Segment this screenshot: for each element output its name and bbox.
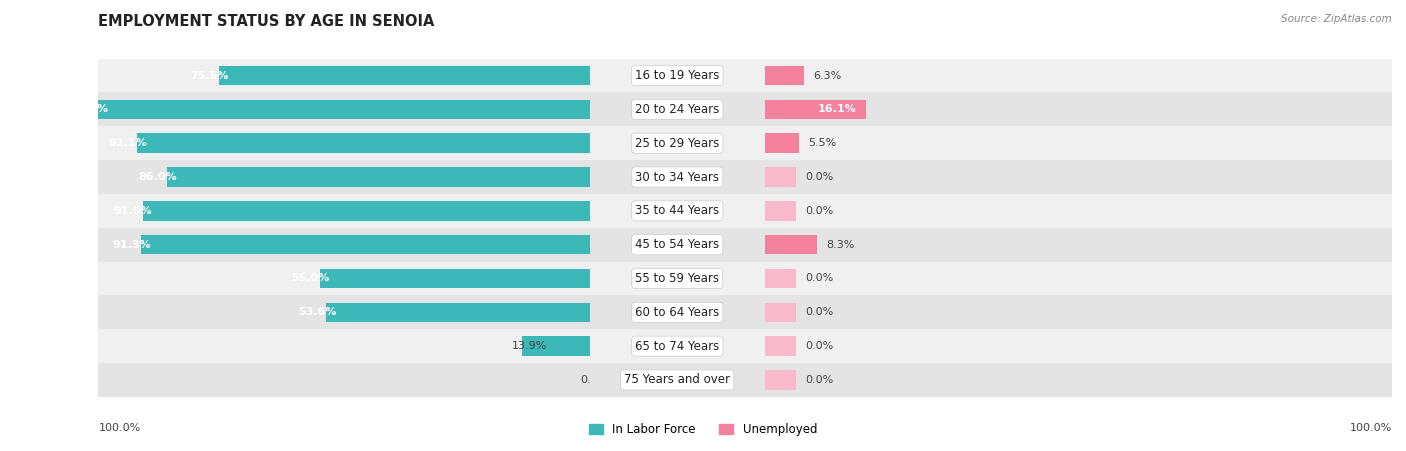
Bar	[591, 59, 765, 92]
Bar	[765, 167, 796, 187]
Text: 16.1%: 16.1%	[817, 104, 856, 115]
Text: 65 to 74 Years: 65 to 74 Years	[636, 340, 720, 353]
Bar	[765, 201, 796, 221]
Bar	[591, 363, 765, 397]
Bar	[98, 100, 591, 119]
Bar	[765, 100, 866, 119]
Bar	[98, 194, 591, 228]
Bar	[98, 160, 591, 194]
Bar	[98, 92, 591, 126]
Bar	[765, 235, 817, 254]
Bar	[591, 295, 765, 329]
Text: 100.0%: 100.0%	[62, 104, 108, 115]
Bar	[167, 167, 591, 187]
Text: 0.0%: 0.0%	[806, 172, 834, 182]
Bar	[591, 92, 765, 126]
Text: 0.0%: 0.0%	[581, 375, 609, 385]
Text: 75 Years and over: 75 Years and over	[624, 373, 730, 387]
Text: 91.0%: 91.0%	[114, 206, 152, 216]
Bar	[765, 363, 1392, 397]
Text: 53.6%: 53.6%	[298, 307, 336, 318]
Text: 100.0%: 100.0%	[98, 423, 141, 433]
Text: 0.0%: 0.0%	[806, 307, 834, 318]
Bar	[765, 92, 1392, 126]
Bar	[98, 262, 591, 295]
Bar	[522, 336, 591, 356]
Bar	[591, 329, 765, 363]
Bar	[591, 262, 765, 295]
Text: 0.0%: 0.0%	[806, 341, 834, 351]
Bar	[138, 133, 591, 153]
Bar	[765, 295, 1392, 329]
Legend: In Labor Force, Unemployed: In Labor Force, Unemployed	[583, 418, 823, 441]
Bar	[765, 370, 796, 390]
Bar	[98, 228, 591, 262]
Bar	[98, 126, 591, 160]
Bar	[319, 269, 591, 288]
Text: 13.9%: 13.9%	[512, 341, 547, 351]
Text: 6.3%: 6.3%	[814, 70, 842, 81]
Bar	[765, 66, 804, 85]
Bar	[591, 126, 765, 160]
Bar	[765, 160, 1392, 194]
Bar	[142, 201, 591, 221]
Bar	[765, 329, 1392, 363]
Text: 25 to 29 Years: 25 to 29 Years	[636, 137, 720, 150]
Bar	[98, 295, 591, 329]
Bar	[765, 262, 1392, 295]
Bar	[765, 303, 796, 322]
Text: 0.0%: 0.0%	[806, 273, 834, 284]
Text: 55.0%: 55.0%	[291, 273, 329, 284]
Bar	[765, 228, 1392, 262]
Bar	[326, 303, 591, 322]
Text: EMPLOYMENT STATUS BY AGE IN SENOIA: EMPLOYMENT STATUS BY AGE IN SENOIA	[98, 14, 434, 28]
Text: 30 to 34 Years: 30 to 34 Years	[636, 170, 720, 184]
Bar	[765, 126, 1392, 160]
Text: 16 to 19 Years: 16 to 19 Years	[636, 69, 720, 82]
Text: 92.1%: 92.1%	[108, 138, 148, 148]
Bar	[765, 194, 1392, 228]
Bar	[765, 269, 796, 288]
Text: 8.3%: 8.3%	[827, 239, 855, 250]
Bar	[98, 363, 591, 397]
Text: 5.5%: 5.5%	[808, 138, 837, 148]
Bar	[765, 336, 796, 356]
Bar	[591, 160, 765, 194]
Text: 35 to 44 Years: 35 to 44 Years	[636, 204, 720, 217]
Text: 75.5%: 75.5%	[190, 70, 229, 81]
Text: 20 to 24 Years: 20 to 24 Years	[636, 103, 720, 116]
Text: 55 to 59 Years: 55 to 59 Years	[636, 272, 720, 285]
Bar	[765, 133, 799, 153]
Text: Source: ZipAtlas.com: Source: ZipAtlas.com	[1281, 14, 1392, 23]
Bar	[98, 59, 591, 92]
Text: 60 to 64 Years: 60 to 64 Years	[636, 306, 720, 319]
Text: 0.0%: 0.0%	[806, 206, 834, 216]
Text: 86.0%: 86.0%	[138, 172, 177, 182]
Bar	[141, 235, 591, 254]
Text: 100.0%: 100.0%	[1350, 423, 1392, 433]
Bar	[591, 194, 765, 228]
Text: 45 to 54 Years: 45 to 54 Years	[636, 238, 720, 251]
Bar	[765, 59, 1392, 92]
Text: 0.0%: 0.0%	[806, 375, 834, 385]
Bar	[98, 329, 591, 363]
Bar	[219, 66, 591, 85]
Bar	[591, 228, 765, 262]
Text: 91.3%: 91.3%	[112, 239, 150, 250]
